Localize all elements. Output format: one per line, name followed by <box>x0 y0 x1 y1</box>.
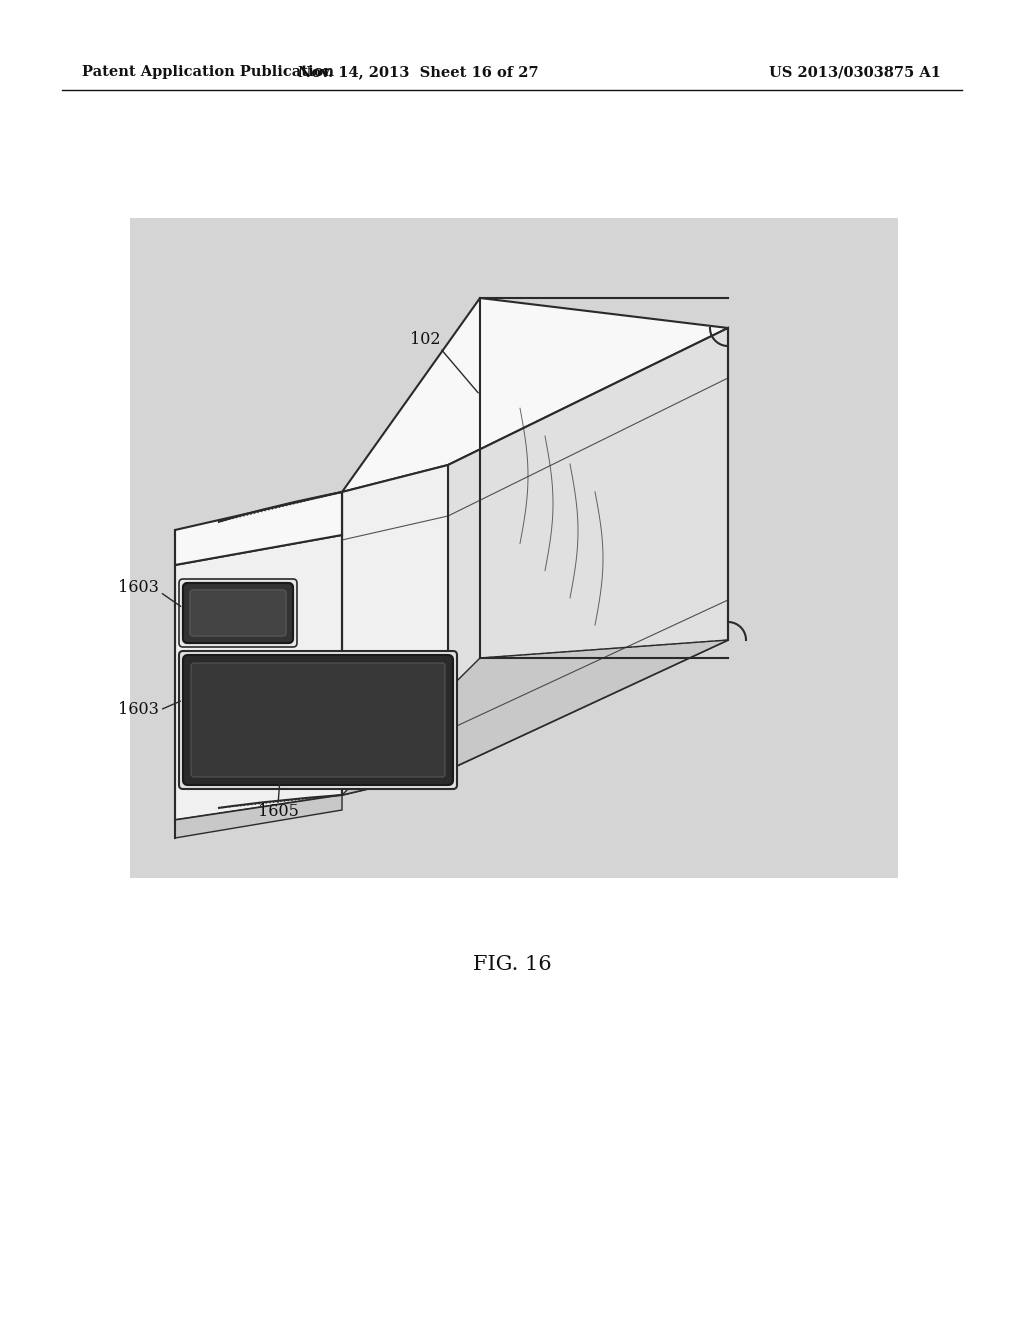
Text: US 2013/0303875 A1: US 2013/0303875 A1 <box>769 65 941 79</box>
Text: Nov. 14, 2013  Sheet 16 of 27: Nov. 14, 2013 Sheet 16 of 27 <box>298 65 539 79</box>
Text: 1603: 1603 <box>118 578 159 595</box>
FancyBboxPatch shape <box>183 655 453 785</box>
FancyBboxPatch shape <box>191 663 445 777</box>
Bar <box>130 218 898 878</box>
Polygon shape <box>449 327 728 770</box>
Text: 102: 102 <box>410 331 440 348</box>
Polygon shape <box>175 535 342 820</box>
Polygon shape <box>342 640 728 795</box>
Polygon shape <box>342 465 449 795</box>
Text: FIG. 16: FIG. 16 <box>473 956 551 974</box>
FancyBboxPatch shape <box>179 651 457 789</box>
FancyBboxPatch shape <box>190 590 286 636</box>
Polygon shape <box>218 492 342 565</box>
FancyBboxPatch shape <box>190 590 286 636</box>
Polygon shape <box>342 298 728 492</box>
FancyBboxPatch shape <box>179 579 297 647</box>
Text: 1605: 1605 <box>258 804 298 821</box>
Text: Patent Application Publication: Patent Application Publication <box>82 65 334 79</box>
Polygon shape <box>175 492 342 565</box>
Text: 1603: 1603 <box>118 701 159 718</box>
FancyBboxPatch shape <box>183 583 293 643</box>
Polygon shape <box>175 795 342 838</box>
FancyBboxPatch shape <box>183 583 293 643</box>
